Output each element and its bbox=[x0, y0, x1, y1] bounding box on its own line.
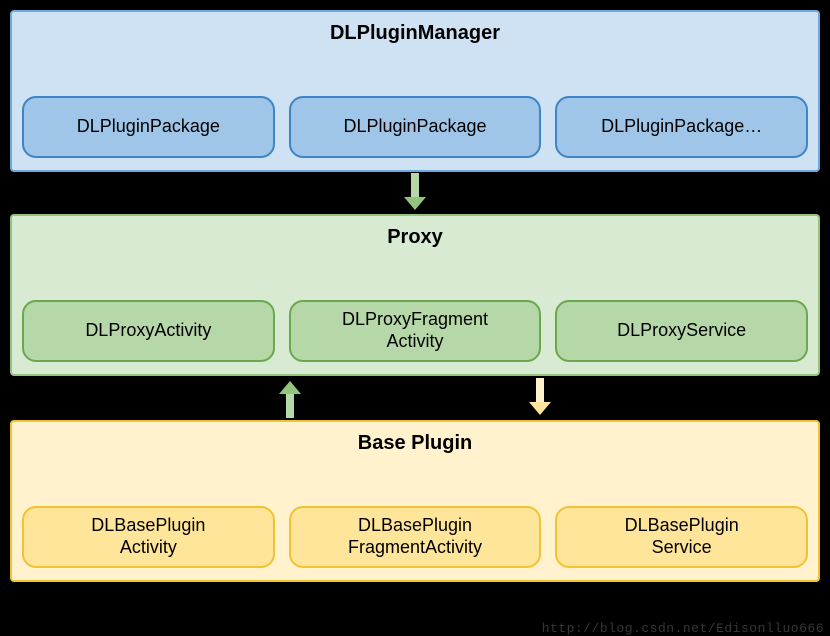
arrow-a3 bbox=[530, 378, 550, 418]
layer-base: Base PluginDLBasePluginActivityDLBasePlu… bbox=[10, 420, 820, 582]
layer-title-base: Base Plugin bbox=[12, 422, 818, 455]
layer-boxes-proxy: DLProxyActivityDLProxyFragmentActivityDL… bbox=[22, 300, 808, 362]
box-proxy-1: DLProxyFragmentActivity bbox=[289, 300, 542, 362]
layer-manager: DLPluginManagerDLPluginPackageDLPluginPa… bbox=[10, 10, 820, 172]
box-proxy-2: DLProxyService bbox=[555, 300, 808, 362]
layer-proxy: Proxy DLProxyActivityDLProxyFragmentActiv… bbox=[10, 214, 820, 376]
box-manager-2: DLPluginPackage… bbox=[555, 96, 808, 158]
diagram-canvas: DLPluginManagerDLPluginPackageDLPluginPa… bbox=[10, 10, 820, 626]
box-proxy-0: DLProxyActivity bbox=[22, 300, 275, 362]
box-base-2: DLBasePluginService bbox=[555, 506, 808, 568]
layer-title-proxy: Proxy bbox=[12, 216, 818, 249]
layer-boxes-base: DLBasePluginActivityDLBasePluginFragment… bbox=[22, 506, 808, 568]
arrow-a2 bbox=[280, 378, 300, 418]
box-base-1: DLBasePluginFragmentActivity bbox=[289, 506, 542, 568]
box-manager-0: DLPluginPackage bbox=[22, 96, 275, 158]
box-base-0: DLBasePluginActivity bbox=[22, 506, 275, 568]
layer-title-manager: DLPluginManager bbox=[12, 12, 818, 45]
watermark-text: http://blog.csdn.net/Edisonlluo666 bbox=[542, 621, 824, 636]
arrow-a1 bbox=[405, 173, 425, 213]
layer-boxes-manager: DLPluginPackageDLPluginPackageDLPluginPa… bbox=[22, 96, 808, 158]
box-manager-1: DLPluginPackage bbox=[289, 96, 542, 158]
